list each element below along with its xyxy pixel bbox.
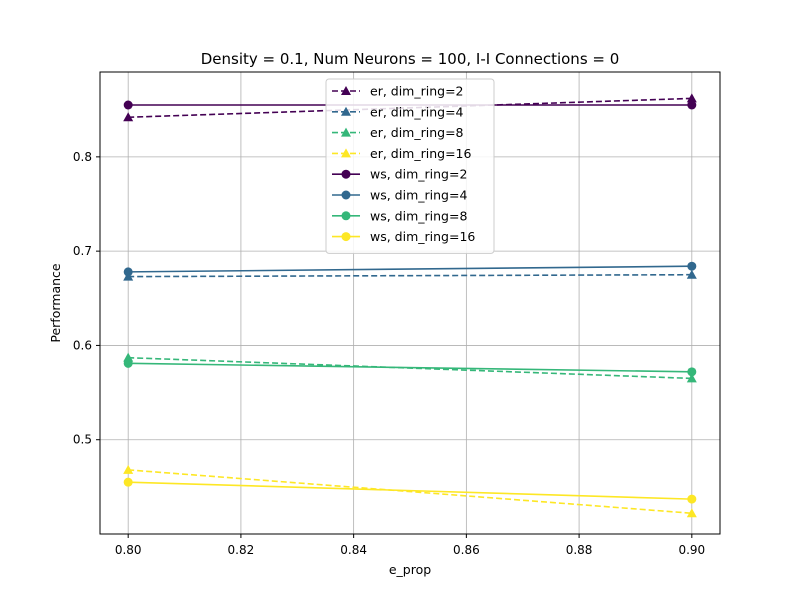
legend-marker	[341, 106, 351, 116]
data-point	[686, 93, 697, 103]
data-point	[687, 261, 697, 271]
legend-marker	[341, 232, 351, 242]
legend-marker	[341, 169, 351, 179]
data-point	[687, 100, 697, 110]
y-axis-label: Performance	[48, 263, 63, 343]
data-point	[687, 494, 697, 504]
series-line	[128, 481, 692, 500]
x-tick-label: 0.84	[340, 543, 367, 557]
y-tick-label: 0.7	[73, 244, 92, 258]
series-line	[128, 362, 692, 373]
legend-item: er, dim_ring=2	[332, 84, 464, 99]
series-5	[123, 261, 697, 277]
data-point	[123, 352, 134, 362]
data-point	[123, 267, 133, 277]
y-tick-label: 0.8	[73, 150, 92, 164]
legend-item: ws, dim_ring=4	[332, 188, 467, 203]
x-tick-label: 0.88	[566, 543, 593, 557]
legend-label: ws, dim_ring=4	[370, 188, 467, 203]
legend-label: ws, dim_ring=2	[370, 167, 467, 182]
legend-item: er, dim_ring=4	[332, 104, 464, 119]
ticks: 0.80 0.82 0.84 0.86 0.88 0.90 0.5 0.6 0.7 0.8	[73, 150, 705, 557]
series-6	[123, 358, 697, 377]
series-line	[128, 469, 692, 515]
legend-item: ws, dim_ring=2	[332, 167, 467, 182]
y-tick-label: 0.5	[73, 433, 92, 447]
x-tick-label: 0.86	[453, 543, 480, 557]
legend-marker	[341, 190, 351, 200]
legend-item: ws, dim_ring=8	[332, 208, 467, 223]
data-point	[123, 464, 134, 474]
legend-item: er, dim_ring=16	[332, 146, 472, 161]
legend-item: er, dim_ring=8	[332, 125, 464, 140]
x-axis-label: e_prop	[389, 562, 431, 577]
legend-label: er, dim_ring=8	[370, 125, 464, 140]
plot-frame	[99, 71, 721, 535]
legend-label: er, dim_ring=16	[370, 146, 472, 161]
data-point	[123, 477, 133, 487]
data-point	[686, 508, 697, 518]
series-7	[123, 477, 697, 504]
chart-title: Density = 0.1, Num Neurons = 100, I-I Co…	[201, 50, 620, 68]
data-point	[686, 269, 697, 279]
data-point	[123, 100, 133, 110]
series-line	[128, 273, 692, 278]
legend-item: ws, dim_ring=16	[332, 229, 475, 244]
legend-label: er, dim_ring=4	[370, 104, 464, 119]
legend-label: ws, dim_ring=16	[370, 229, 475, 244]
data-point	[123, 358, 133, 368]
legend-marker	[341, 211, 351, 221]
legend-box	[325, 78, 495, 254]
legend-marker	[341, 148, 351, 158]
series-line	[128, 265, 692, 273]
data-point	[123, 112, 134, 122]
data-point	[686, 373, 697, 383]
legend-marker	[341, 127, 351, 137]
legend-label: er, dim_ring=2	[370, 84, 464, 99]
legend: er, dim_ring=2 er, dim_ring=4 er, dim_ring…	[325, 78, 495, 254]
legend-label: ws, dim_ring=8	[370, 208, 467, 223]
x-tick-label: 0.90	[678, 543, 705, 557]
x-tick-label: 0.80	[115, 543, 142, 557]
x-tick-label: 0.82	[228, 543, 255, 557]
series-3	[123, 464, 697, 518]
y-tick-label: 0.6	[73, 338, 92, 352]
legend-marker	[341, 86, 351, 95]
data-point	[687, 367, 697, 377]
